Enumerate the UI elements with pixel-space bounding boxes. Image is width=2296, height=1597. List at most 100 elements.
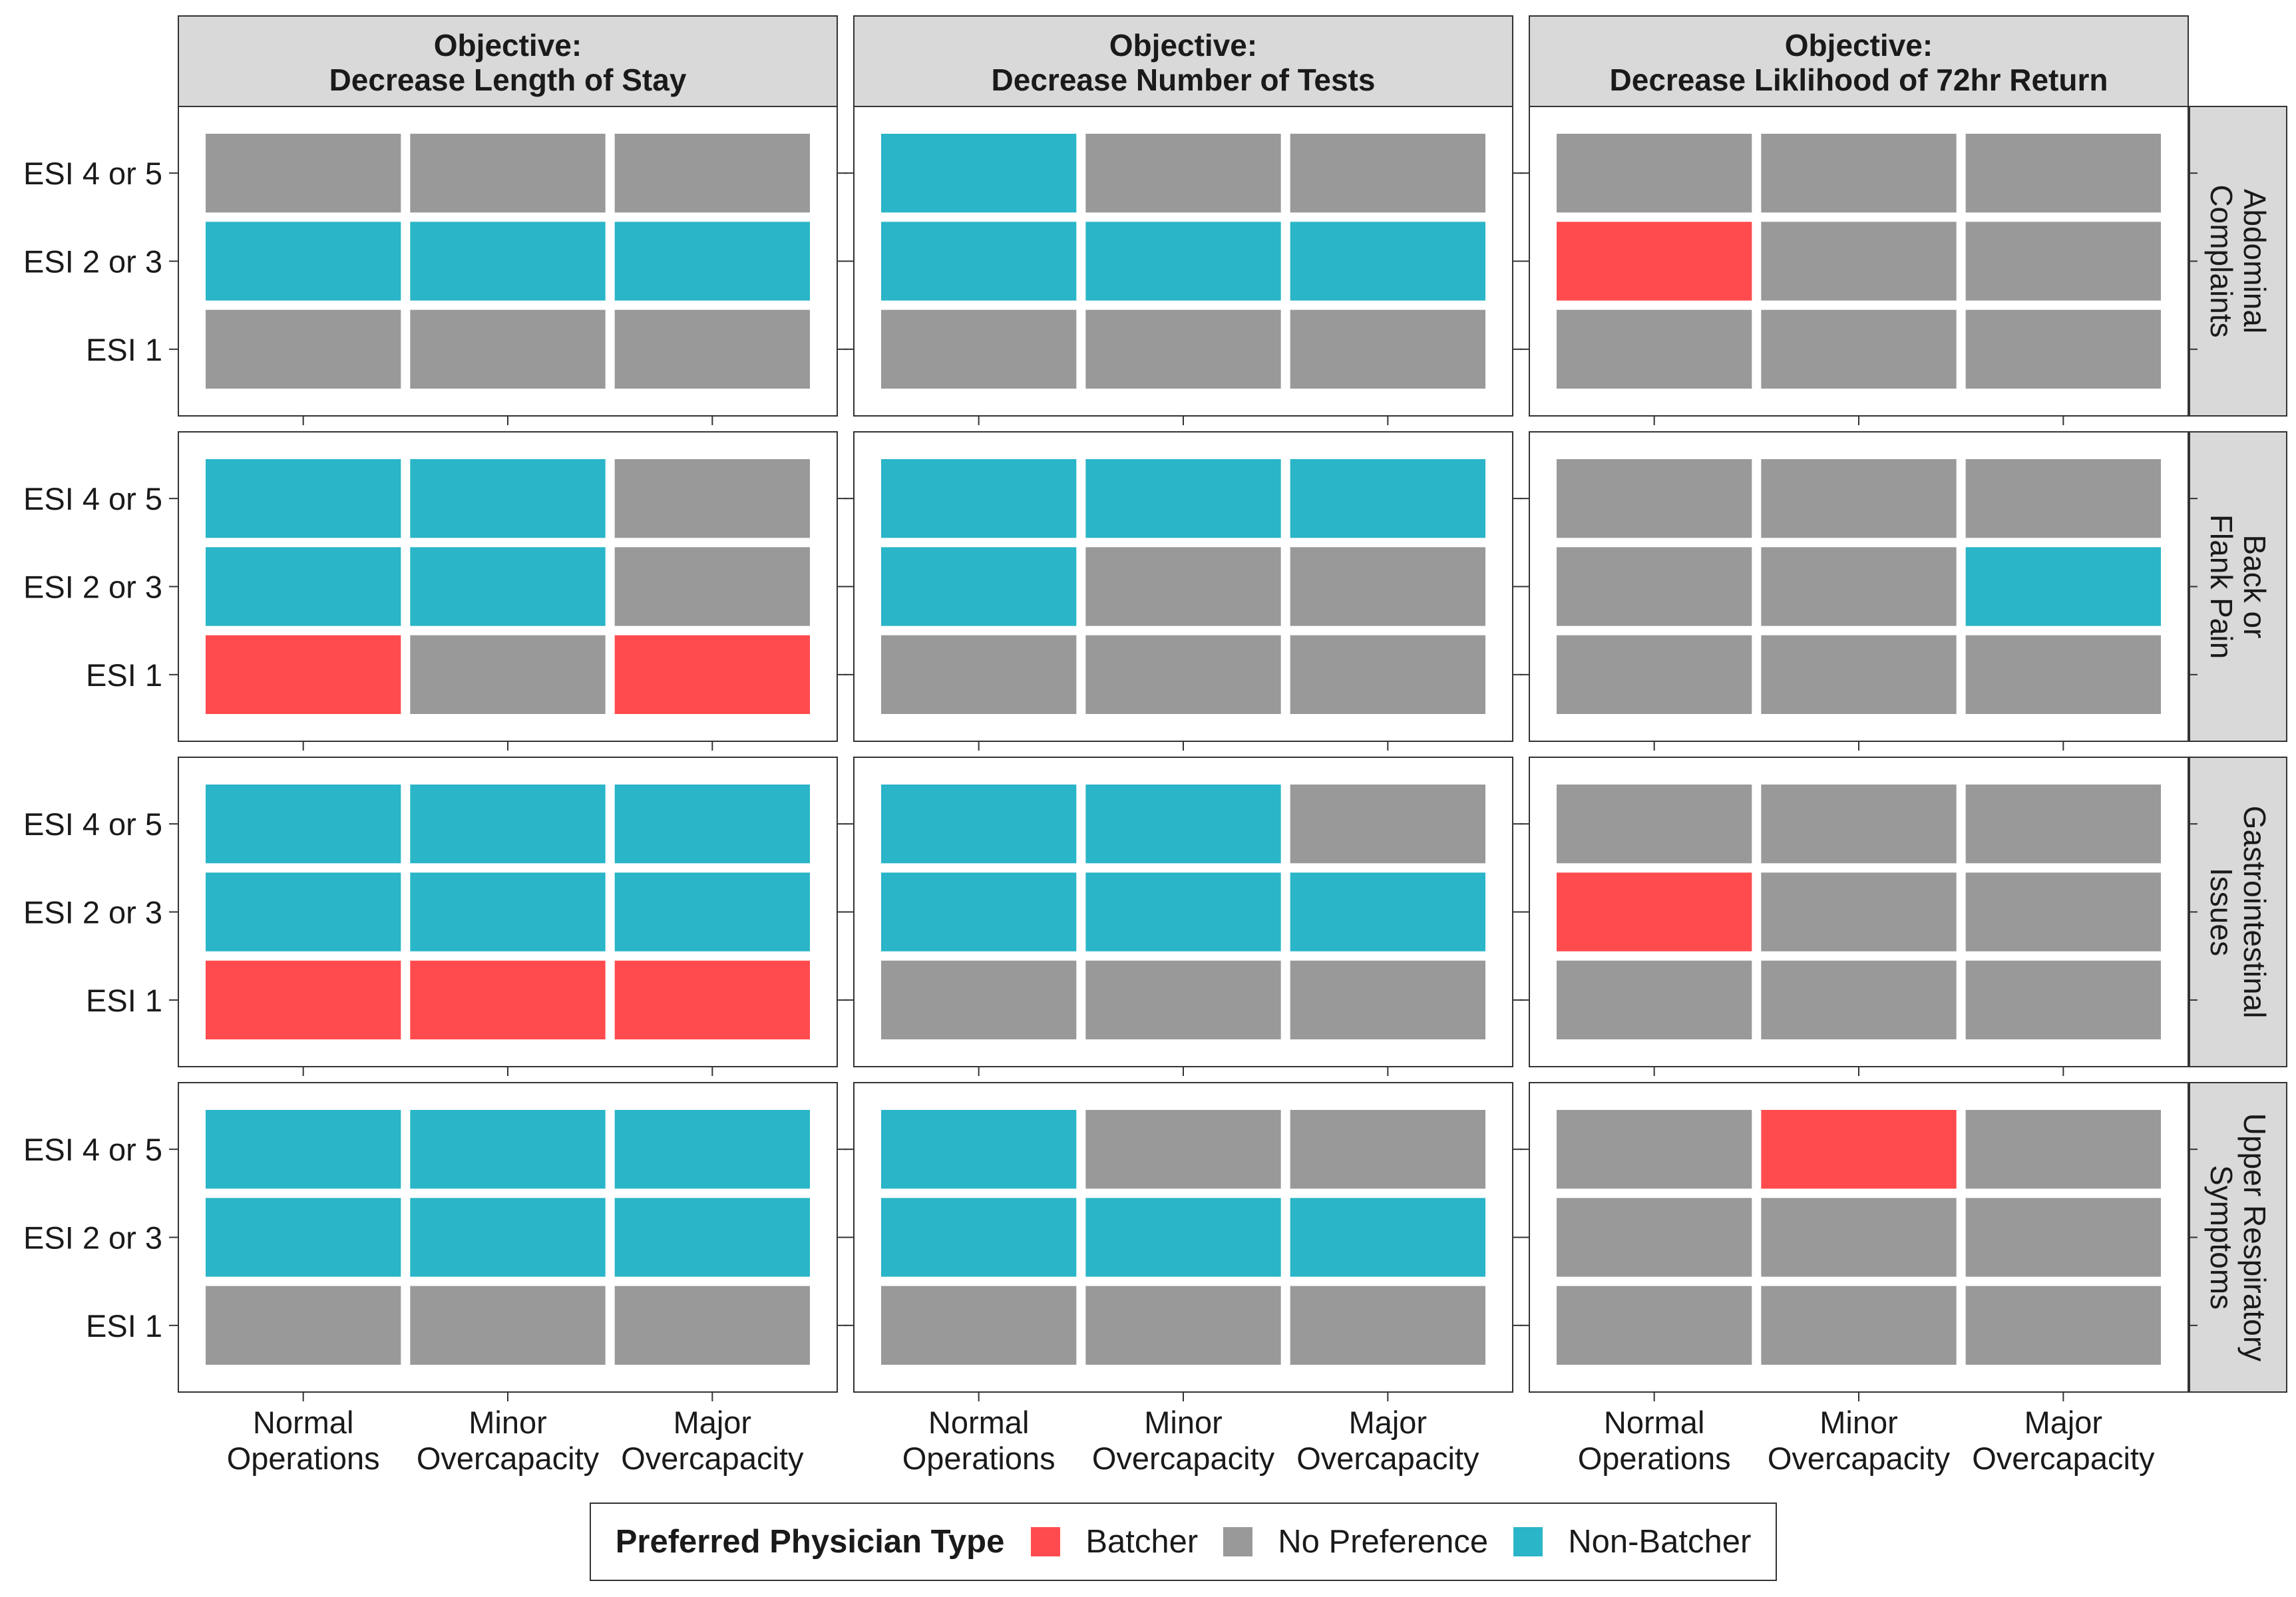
tile-esi-2-or-3-major-overcapacity [614,222,810,301]
tile-esi-2-or-3-normal-operations [1557,547,1752,626]
tile-esi-2-or-3-minor-overcapacity [1085,872,1281,952]
tile-esi-4-or-5-normal-operations [881,785,1077,864]
row-facet-strip [2189,1082,2287,1393]
tile-esi-1-major-overcapacity [614,960,810,1039]
tile-esi-4-or-5-normal-operations [881,134,1077,213]
tile-esi-1-minor-overcapacity [1761,309,1957,389]
y-tick-label: ESI 2 or 3 [23,1220,162,1256]
tile-esi-4-or-5-major-overcapacity [614,1110,810,1189]
tile-esi-4-or-5-major-overcapacity [1965,459,2161,538]
tile-esi-2-or-3-minor-overcapacity [410,222,606,301]
x-tick-label: Minor [469,1405,547,1440]
tile-esi-4-or-5-normal-operations [1557,134,1752,213]
tile-esi-4-or-5-normal-operations [881,459,1077,538]
tile-esi-2-or-3-normal-operations [206,547,401,626]
x-tick-label: Normal [253,1405,353,1440]
tile-esi-4-or-5-normal-operations [1557,785,1752,864]
row-facet-label: Complaints [2204,184,2239,337]
x-tick-label: Normal [928,1405,1029,1440]
tile-esi-1-minor-overcapacity [1085,1286,1281,1365]
tile-esi-4-or-5-minor-overcapacity [1761,459,1957,538]
tile-esi-2-or-3-normal-operations [881,222,1077,301]
row-facet-strip [2189,757,2287,1067]
tile-esi-1-major-overcapacity [1290,309,1485,389]
tile-esi-1-major-overcapacity [1965,1286,2161,1365]
tile-esi-1-normal-operations [881,635,1077,714]
column-facet-label: Objective: [1785,28,1933,63]
tile-esi-4-or-5-minor-overcapacity [410,459,606,538]
legend-item-no-preference: No Preference [1223,1523,1488,1560]
tile-esi-1-normal-operations [881,1286,1077,1365]
tile-esi-2-or-3-minor-overcapacity [1761,547,1957,626]
tile-esi-4-or-5-major-overcapacity [614,785,810,864]
tile-esi-4-or-5-normal-operations [881,1110,1077,1189]
tile-esi-4-or-5-minor-overcapacity [1085,785,1281,864]
tile-esi-2-or-3-minor-overcapacity [410,872,606,952]
tile-esi-1-major-overcapacity [1290,1286,1485,1365]
legend-swatch-no-preference [1223,1527,1253,1556]
x-tick-label: Overcapacity [417,1441,600,1476]
x-tick-label: Normal [1604,1405,1704,1440]
column-facet-label: Decrease Length of Stay [329,63,687,97]
row-facet-label: Back or [2237,535,2272,639]
x-tick-label: Operations [1578,1441,1731,1476]
tile-esi-1-major-overcapacity [1290,960,1485,1039]
tile-esi-2-or-3-minor-overcapacity [1085,547,1281,626]
tile-esi-2-or-3-major-overcapacity [614,872,810,952]
y-tick-label: ESI 1 [86,983,162,1018]
tile-esi-1-normal-operations [881,960,1077,1039]
tile-esi-1-minor-overcapacity [410,635,606,714]
x-tick-label: Overcapacity [1092,1441,1275,1476]
tile-esi-1-normal-operations [1557,309,1752,389]
column-facet-label: Decrease Number of Tests [992,63,1376,97]
tile-esi-4-or-5-minor-overcapacity [1085,459,1281,538]
tile-esi-4-or-5-normal-operations [206,134,401,213]
tile-esi-2-or-3-minor-overcapacity [1085,222,1281,301]
tile-esi-1-normal-operations [206,635,401,714]
tile-esi-4-or-5-major-overcapacity [1290,459,1485,538]
tile-esi-2-or-3-major-overcapacity [1965,1198,2161,1277]
legend-title: Preferred Physician Type [615,1524,1005,1560]
tile-esi-4-or-5-normal-operations [206,1110,401,1189]
tile-esi-1-major-overcapacity [614,635,810,714]
tile-esi-1-minor-overcapacity [1085,960,1281,1039]
column-facet-label: Decrease Liklihood of 72hr Return [1610,63,2108,97]
row-facet-label: Symptoms [2204,1165,2239,1310]
x-tick-label: Major [1349,1405,1428,1440]
tile-esi-2-or-3-normal-operations [881,547,1077,626]
row-facet-label: Flank Pain [2204,514,2239,659]
tile-esi-1-minor-overcapacity [1085,309,1281,389]
legend-label-no-preference: No Preference [1278,1524,1489,1560]
tile-esi-4-or-5-major-overcapacity [614,459,810,538]
tile-esi-2-or-3-normal-operations [881,1198,1077,1277]
tile-esi-2-or-3-minor-overcapacity [1761,222,1957,301]
legend-swatch-non-batcher [1513,1527,1543,1556]
tile-esi-2-or-3-normal-operations [206,1198,401,1277]
legend-label-non-batcher: Non-Batcher [1568,1524,1752,1560]
tile-esi-4-or-5-major-overcapacity [1965,1110,2161,1189]
row-facet-strip [2189,106,2287,417]
tile-esi-4-or-5-minor-overcapacity [1085,1110,1281,1189]
tile-esi-1-normal-operations [206,309,401,389]
tile-esi-1-minor-overcapacity [410,1286,606,1365]
x-tick-label: Major [2024,1405,2103,1440]
column-facet-strip [1529,15,2189,107]
x-tick-label: Operations [227,1441,380,1476]
tile-esi-2-or-3-normal-operations [1557,222,1752,301]
tile-esi-1-normal-operations [1557,960,1752,1039]
tile-esi-2-or-3-normal-operations [1557,872,1752,952]
tile-esi-2-or-3-major-overcapacity [614,547,810,626]
tile-esi-2-or-3-major-overcapacity [1290,222,1485,301]
tile-esi-1-minor-overcapacity [410,960,606,1039]
tile-esi-1-major-overcapacity [614,1286,810,1365]
tile-esi-4-or-5-major-overcapacity [614,134,810,213]
tile-esi-4-or-5-normal-operations [1557,1110,1752,1189]
tile-esi-1-normal-operations [1557,635,1752,714]
y-tick-label: ESI 2 or 3 [23,244,162,279]
tile-esi-2-or-3-minor-overcapacity [1761,1198,1957,1277]
legend-item-non-batcher: Non-Batcher [1513,1523,1751,1560]
tile-esi-2-or-3-minor-overcapacity [410,1198,606,1277]
